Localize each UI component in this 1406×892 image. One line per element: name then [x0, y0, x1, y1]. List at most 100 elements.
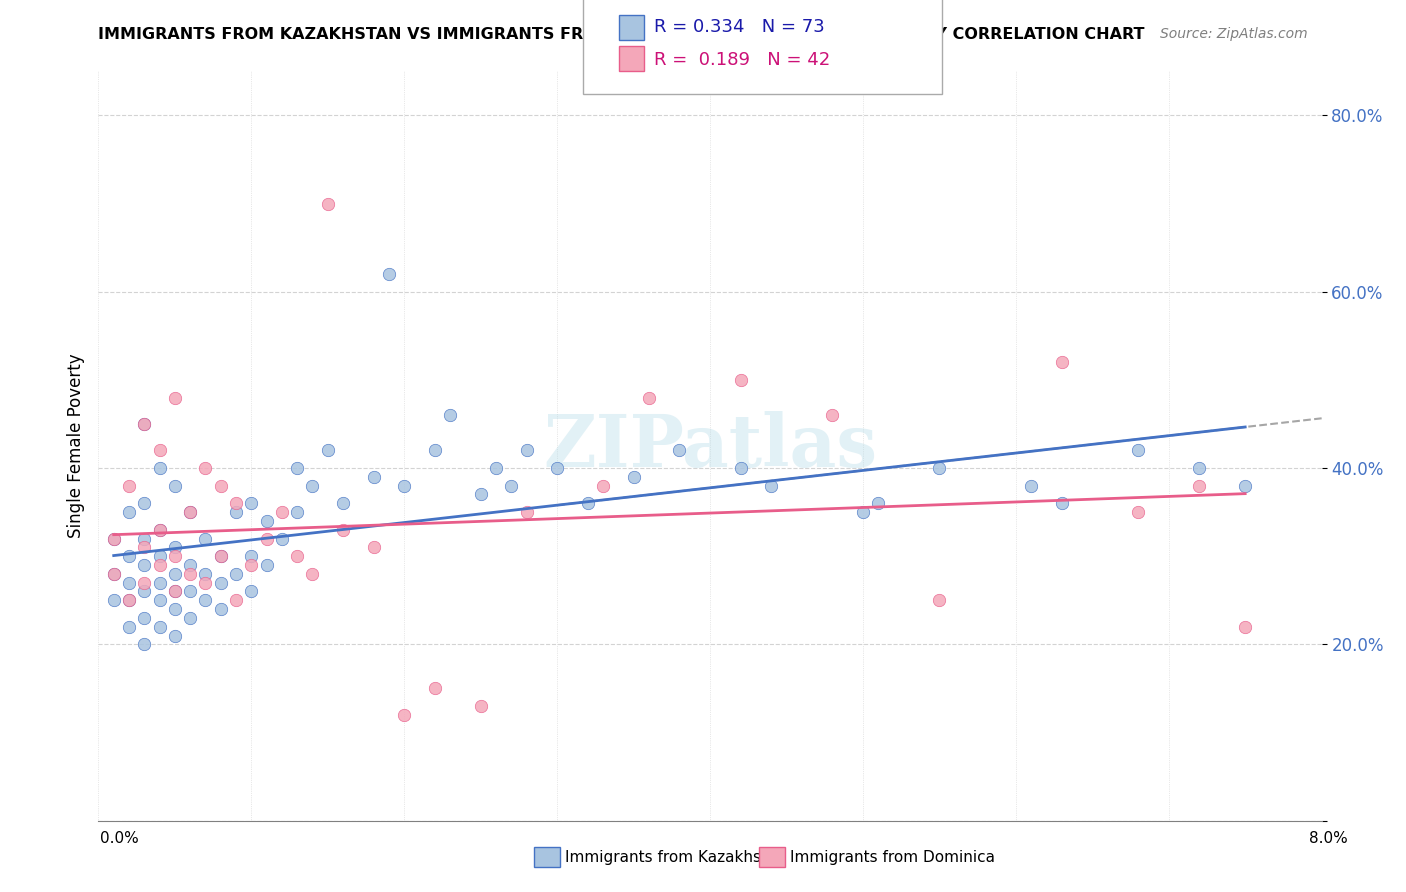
- Point: [821, 408, 844, 422]
- Point: [240, 496, 263, 510]
- Point: [470, 487, 492, 501]
- Point: [316, 443, 339, 458]
- Point: [103, 593, 125, 607]
- Point: [134, 584, 156, 599]
- Point: [118, 478, 141, 492]
- Point: [668, 443, 690, 458]
- Point: [149, 593, 172, 607]
- Point: [209, 575, 232, 590]
- Point: [730, 373, 752, 387]
- Y-axis label: Single Female Poverty: Single Female Poverty: [66, 354, 84, 538]
- Point: [1234, 478, 1257, 492]
- Point: [118, 505, 141, 519]
- Point: [134, 541, 156, 555]
- Point: [225, 505, 247, 519]
- Point: [149, 461, 172, 475]
- Point: [470, 699, 492, 714]
- Point: [149, 549, 172, 564]
- Point: [194, 532, 217, 546]
- Point: [103, 566, 125, 581]
- Point: [225, 593, 247, 607]
- Point: [134, 611, 156, 625]
- Point: [1128, 505, 1150, 519]
- Point: [194, 593, 217, 607]
- Point: [240, 558, 263, 572]
- Point: [316, 196, 339, 211]
- Point: [118, 549, 141, 564]
- Point: [240, 584, 263, 599]
- Point: [179, 566, 201, 581]
- Text: Source: ZipAtlas.com: Source: ZipAtlas.com: [1160, 27, 1308, 41]
- Point: [623, 470, 645, 484]
- Point: [759, 478, 782, 492]
- Point: [1050, 496, 1073, 510]
- Point: [852, 505, 875, 519]
- Point: [209, 549, 232, 564]
- Text: ZIPatlas: ZIPatlas: [543, 410, 877, 482]
- Point: [730, 461, 752, 475]
- Point: [392, 707, 416, 722]
- Point: [392, 478, 416, 492]
- Point: [225, 496, 247, 510]
- Point: [163, 584, 186, 599]
- Point: [439, 408, 461, 422]
- Point: [270, 532, 294, 546]
- Point: [149, 620, 172, 634]
- Point: [285, 461, 308, 475]
- Point: [103, 532, 125, 546]
- Point: [576, 496, 599, 510]
- Point: [363, 541, 385, 555]
- Point: [179, 611, 201, 625]
- Point: [1234, 620, 1257, 634]
- Point: [592, 478, 614, 492]
- Point: [134, 558, 156, 572]
- Point: [163, 602, 186, 616]
- Point: [134, 637, 156, 651]
- Point: [149, 575, 172, 590]
- Point: [134, 417, 156, 431]
- Point: [134, 575, 156, 590]
- Point: [423, 443, 446, 458]
- Point: [285, 505, 308, 519]
- Point: [270, 505, 294, 519]
- Point: [285, 549, 308, 564]
- Point: [149, 523, 172, 537]
- Point: [163, 584, 186, 599]
- Point: [163, 566, 186, 581]
- Point: [118, 620, 141, 634]
- Point: [928, 461, 950, 475]
- Point: [209, 549, 232, 564]
- Point: [163, 478, 186, 492]
- Point: [163, 549, 186, 564]
- Point: [301, 478, 323, 492]
- Point: [163, 628, 186, 642]
- Point: [134, 496, 156, 510]
- Point: [163, 541, 186, 555]
- Point: [868, 496, 890, 510]
- Point: [1128, 443, 1150, 458]
- Point: [332, 523, 354, 537]
- Point: [363, 470, 385, 484]
- Point: [194, 566, 217, 581]
- Point: [637, 391, 661, 405]
- Point: [1188, 461, 1211, 475]
- Point: [149, 443, 172, 458]
- Point: [1188, 478, 1211, 492]
- Point: [118, 593, 141, 607]
- Point: [516, 505, 538, 519]
- Point: [179, 584, 201, 599]
- Point: [103, 532, 125, 546]
- Point: [928, 593, 950, 607]
- Point: [240, 549, 263, 564]
- Point: [194, 461, 217, 475]
- Point: [546, 461, 568, 475]
- Point: [256, 532, 278, 546]
- Point: [149, 523, 172, 537]
- Point: [179, 558, 201, 572]
- Point: [225, 566, 247, 581]
- Point: [134, 532, 156, 546]
- Text: R = 0.334   N = 73: R = 0.334 N = 73: [654, 18, 824, 36]
- Point: [118, 575, 141, 590]
- Point: [256, 514, 278, 528]
- Text: 8.0%: 8.0%: [1309, 831, 1348, 846]
